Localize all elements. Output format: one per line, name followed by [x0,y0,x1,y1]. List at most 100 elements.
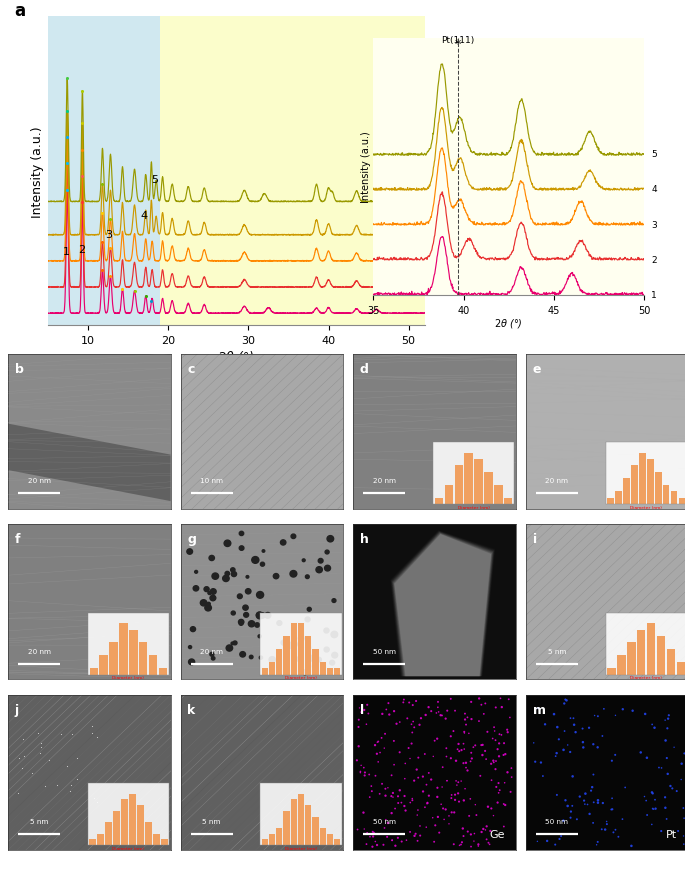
Point [665,779,676,793]
Bar [99,655,108,675]
Point [426,705,437,719]
Point [471,808,482,822]
Text: 50 nm: 50 nm [545,819,569,825]
Point [369,826,379,839]
Point [449,806,460,819]
Point [679,746,685,760]
Point [593,793,603,807]
Circle shape [246,576,249,579]
Point [489,724,500,738]
Polygon shape [393,534,493,676]
Circle shape [269,657,275,663]
Point [679,812,685,826]
Bar [474,460,483,505]
Point [403,696,414,710]
Circle shape [290,641,297,648]
Point [588,795,599,809]
Point [490,733,501,747]
Point [445,692,456,706]
Point [599,823,610,837]
Point [673,824,684,838]
Point [549,707,560,721]
Text: g: g [187,533,196,546]
Circle shape [316,658,321,662]
Point [381,703,392,717]
Bar [445,485,453,505]
Point [438,801,449,815]
Point [586,784,597,798]
Point [578,740,589,754]
Point [506,761,517,775]
Point [477,748,488,762]
Point [396,834,407,848]
Point [445,729,456,743]
Point [422,796,433,810]
Point [402,712,413,726]
Bar [647,460,653,505]
Point [540,718,551,732]
Point [427,811,438,825]
Point [466,695,477,709]
Bar [262,839,268,846]
Point [480,823,491,837]
Circle shape [260,656,262,660]
Point [551,746,562,760]
Circle shape [290,571,297,577]
Bar [327,668,333,675]
Point [586,780,597,794]
Point [551,788,562,802]
Point [667,781,677,795]
Point [396,796,407,810]
Text: d: d [360,362,369,375]
Point [358,806,369,819]
Point [383,696,394,710]
Point [494,749,505,763]
Point [374,787,385,801]
Point [607,802,618,816]
Point [371,747,382,761]
Circle shape [298,636,304,641]
Circle shape [195,571,197,574]
Point [536,756,547,770]
Circle shape [305,617,310,622]
Point [460,760,471,774]
Point [379,741,390,755]
Point [414,829,425,843]
Bar [320,828,326,846]
Bar [119,623,127,675]
Point [378,838,389,852]
Circle shape [289,647,292,648]
Circle shape [226,645,233,652]
Polygon shape [394,534,492,676]
Point [366,785,377,799]
Circle shape [207,602,210,606]
Text: 5 nm: 5 nm [203,819,221,825]
Point [466,752,477,766]
Point [571,813,582,826]
Point [678,801,685,815]
Polygon shape [395,534,491,676]
Circle shape [204,587,209,592]
Point [492,742,503,756]
Point [476,739,487,753]
Bar [464,453,473,505]
Point [599,702,610,716]
Point [568,712,579,726]
Point [370,834,381,848]
Bar [284,811,290,846]
Bar [105,822,112,846]
X-axis label: Diameter (nm): Diameter (nm) [285,675,317,680]
Point [422,796,433,810]
Point [570,726,581,740]
Point [577,722,588,736]
Text: 20 nm: 20 nm [373,478,396,484]
Text: f: f [14,533,21,546]
Point [432,695,443,709]
Point [423,700,434,714]
Point [441,750,452,764]
X-axis label: Diameter (nm): Diameter (nm) [112,675,145,680]
Point [478,822,489,836]
Point [432,781,443,795]
Point [355,765,366,779]
Point [478,707,489,721]
